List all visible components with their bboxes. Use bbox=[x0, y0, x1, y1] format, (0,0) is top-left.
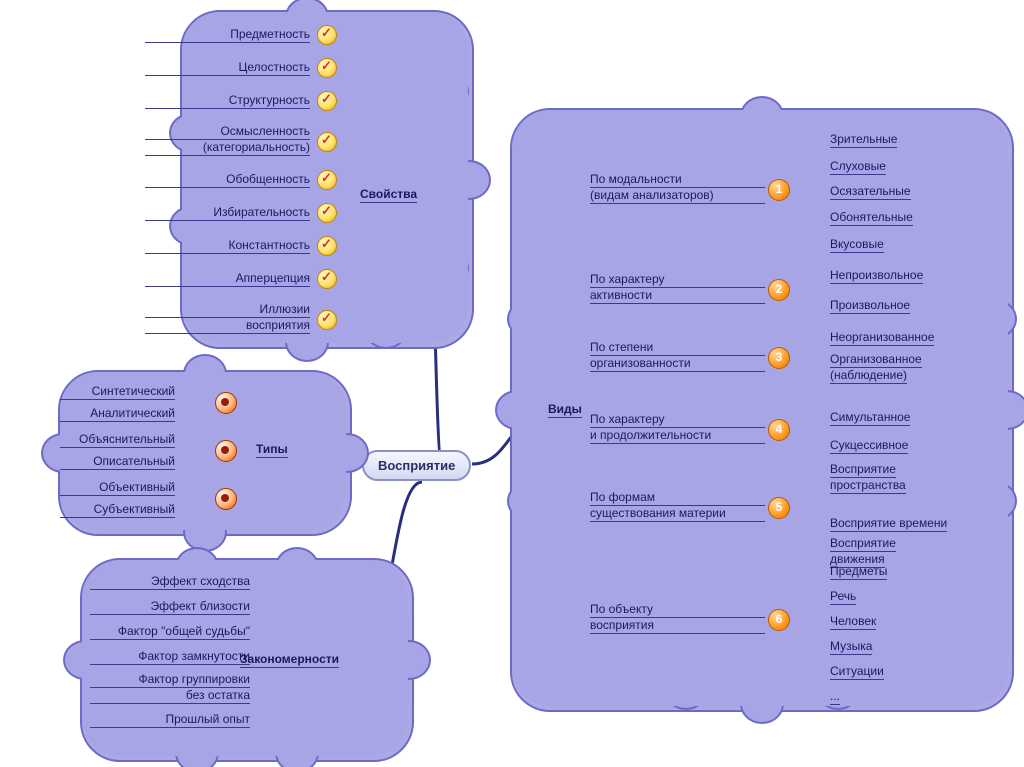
prop-item[interactable]: (категориальность) bbox=[145, 140, 310, 156]
kind-item[interactable]: Обонятельные bbox=[830, 210, 913, 226]
law-item[interactable]: Фактор группировки bbox=[90, 672, 250, 688]
kind-group[interactable]: По характеру bbox=[590, 272, 765, 288]
kind-item[interactable]: Восприятие bbox=[830, 536, 896, 552]
kind-group[interactable]: восприятия bbox=[590, 618, 765, 634]
branch-types[interactable]: Типы bbox=[256, 442, 288, 458]
kind-item[interactable]: Осязательные bbox=[830, 184, 911, 200]
prop-item[interactable]: Апперцепция bbox=[145, 271, 310, 287]
prop-item[interactable]: Константность bbox=[145, 238, 310, 254]
check-icon bbox=[317, 91, 337, 111]
kind-item[interactable]: Предметы bbox=[830, 564, 887, 580]
prop-item[interactable]: Предметность bbox=[145, 27, 310, 43]
kind-group[interactable]: и продолжительности bbox=[590, 428, 765, 444]
prop-item[interactable]: Избирательность bbox=[145, 205, 310, 221]
number-badge: 3 bbox=[768, 347, 790, 369]
kind-group[interactable]: существования материи bbox=[590, 506, 765, 522]
check-icon bbox=[317, 132, 337, 152]
kind-item[interactable]: Симультанное bbox=[830, 410, 910, 426]
kind-item[interactable]: Произвольное bbox=[830, 298, 910, 314]
kind-item[interactable]: Вкусовые bbox=[830, 237, 884, 253]
type-item[interactable]: Описательный bbox=[60, 454, 175, 470]
check-icon bbox=[317, 269, 337, 289]
dot-icon bbox=[215, 488, 237, 510]
number-badge: 1 bbox=[768, 179, 790, 201]
kind-item[interactable]: ... bbox=[830, 689, 840, 705]
type-item[interactable]: Объективный bbox=[60, 480, 175, 496]
kind-group[interactable]: По объекту bbox=[590, 602, 765, 618]
number-badge: 5 bbox=[768, 497, 790, 519]
check-icon bbox=[317, 25, 337, 45]
law-item[interactable]: Прошлый опыт bbox=[90, 712, 250, 728]
kind-item[interactable]: Организованное bbox=[830, 352, 922, 368]
kind-group[interactable]: По формам bbox=[590, 490, 765, 506]
kind-item[interactable]: Неорганизованное bbox=[830, 330, 934, 346]
law-item[interactable]: без остатка bbox=[90, 688, 250, 704]
check-icon bbox=[317, 203, 337, 223]
check-icon bbox=[317, 236, 337, 256]
prop-item[interactable]: Иллюзии bbox=[145, 302, 310, 318]
kind-item[interactable]: Зрительные bbox=[830, 132, 897, 148]
prop-item[interactable]: восприятия bbox=[145, 318, 310, 334]
kind-item[interactable]: Непроизвольное bbox=[830, 268, 923, 284]
kind-group[interactable]: организованности bbox=[590, 356, 765, 372]
kind-group[interactable]: активности bbox=[590, 288, 765, 304]
prop-item[interactable]: Осмысленность bbox=[145, 124, 310, 140]
type-item[interactable]: Аналитический bbox=[60, 406, 175, 422]
check-icon bbox=[317, 58, 337, 78]
kind-item[interactable]: пространства bbox=[830, 478, 906, 494]
prop-item[interactable]: Целостность bbox=[145, 60, 310, 76]
prop-item[interactable]: Структурность bbox=[145, 93, 310, 109]
number-badge: 2 bbox=[768, 279, 790, 301]
check-icon bbox=[317, 310, 337, 330]
law-item[interactable]: Эффект сходства bbox=[90, 574, 250, 590]
kind-item[interactable]: (наблюдение) bbox=[830, 368, 907, 384]
type-item[interactable]: Синтетический bbox=[60, 384, 175, 400]
branch-props[interactable]: Свойства bbox=[360, 187, 417, 203]
check-icon bbox=[317, 170, 337, 190]
law-item[interactable]: Фактор "общей судьбы" bbox=[90, 624, 250, 640]
branch-laws[interactable]: Закономерности bbox=[240, 652, 339, 668]
kind-item[interactable]: Сукцессивное bbox=[830, 438, 908, 454]
kind-item[interactable]: Речь bbox=[830, 589, 856, 605]
kind-item[interactable]: Восприятие bbox=[830, 462, 896, 478]
number-badge: 6 bbox=[768, 609, 790, 631]
dot-icon bbox=[215, 440, 237, 462]
kind-item[interactable]: Слуховые bbox=[830, 159, 886, 175]
kind-item[interactable]: Музыка bbox=[830, 639, 872, 655]
type-item[interactable]: Субъективный bbox=[60, 502, 175, 518]
kind-group[interactable]: По модальности bbox=[590, 172, 765, 188]
number-badge: 4 bbox=[768, 419, 790, 441]
kind-group[interactable]: По характеру bbox=[590, 412, 765, 428]
kind-group[interactable]: (видам анализаторов) bbox=[590, 188, 765, 204]
type-item[interactable]: Объяснительный bbox=[60, 432, 175, 448]
kind-item[interactable]: Человек bbox=[830, 614, 876, 630]
dot-icon bbox=[215, 392, 237, 414]
branch-kinds[interactable]: Виды bbox=[548, 402, 582, 418]
prop-item[interactable]: Обобщенность bbox=[145, 172, 310, 188]
root-node[interactable]: Восприятие bbox=[362, 450, 471, 481]
kind-item[interactable]: Ситуации bbox=[830, 664, 884, 680]
kind-item[interactable]: Восприятие времени bbox=[830, 516, 947, 532]
kind-group[interactable]: По степени bbox=[590, 340, 765, 356]
law-item[interactable]: Фактор замкнутости bbox=[90, 649, 250, 665]
law-item[interactable]: Эффект близости bbox=[90, 599, 250, 615]
